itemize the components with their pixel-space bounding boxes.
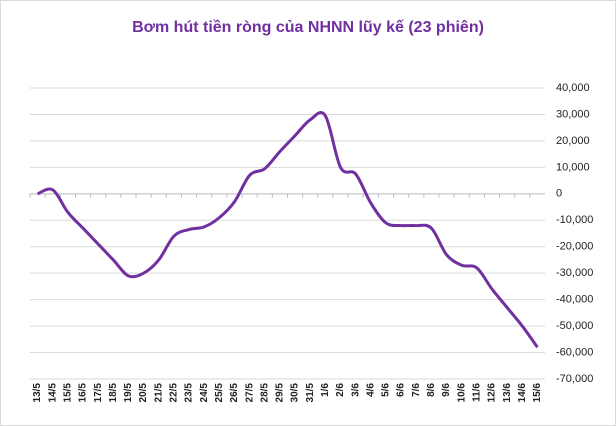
x-tick-label: 23/5: [184, 383, 195, 403]
x-tick-label: 13/5: [32, 383, 43, 403]
x-tick-label: 20/5: [138, 383, 149, 403]
x-tick-label: 15/6: [532, 383, 543, 403]
y-tick-label: -30,000: [556, 267, 593, 279]
x-tick-label: 9/6: [441, 383, 452, 397]
y-tick-label: -60,000: [556, 346, 593, 358]
y-tick-label: -70,000: [556, 373, 593, 385]
y-tick-label: 20,000: [556, 135, 590, 147]
x-tick-label: 25/5: [214, 383, 225, 403]
x-tick-label: 21/5: [153, 383, 164, 403]
x-tick-label: 30/5: [290, 383, 301, 403]
y-tick-label: 30,000: [556, 108, 590, 120]
x-tick-label: 27/5: [244, 383, 255, 403]
chart-title: Bơm hút tiền ròng của NHNN lũy kế (23 ph…: [132, 19, 484, 36]
y-tick-label: 10,000: [556, 161, 590, 173]
x-tick-label: 22/5: [169, 383, 180, 403]
y-tick-label: 0: [556, 188, 562, 200]
x-tick-label: 5/6: [381, 383, 392, 397]
x-tick-label: 7/6: [411, 383, 422, 397]
x-tick-label: 15/5: [63, 383, 74, 403]
x-tick-label: 16/5: [78, 383, 89, 403]
x-tick-label: 13/6: [502, 383, 513, 403]
x-tick-label: 10/6: [456, 383, 467, 403]
y-tick-label: -40,000: [556, 294, 593, 306]
x-tick-label: 19/5: [123, 383, 134, 403]
y-tick-label: 40,000: [556, 82, 590, 94]
x-tick-label: 14/5: [47, 383, 58, 403]
x-tick-label: 6/6: [396, 383, 407, 397]
x-tick-label: 17/5: [93, 383, 104, 403]
x-tick-label: 18/5: [108, 383, 119, 403]
x-tick-label: 1/6: [320, 383, 331, 397]
x-tick-label: 12/6: [487, 383, 498, 403]
x-tick-label: 31/5: [305, 383, 316, 403]
y-tick-label: -50,000: [556, 320, 593, 332]
x-tick-label: 3/6: [350, 383, 361, 397]
x-tick-label: 2/6: [335, 383, 346, 397]
x-tick-label: 26/5: [229, 383, 240, 403]
data-line: [37, 111, 539, 349]
x-tick-label: 29/5: [275, 383, 286, 403]
x-tick-label: 11/6: [471, 383, 482, 402]
y-tick-label: -10,000: [556, 214, 593, 226]
x-tick-label: 24/5: [199, 383, 210, 403]
x-tick-label: 8/6: [426, 383, 437, 397]
x-tick-label: 14/6: [517, 383, 528, 403]
x-tick-label: 28/5: [259, 383, 270, 403]
y-tick-label: -20,000: [556, 241, 593, 253]
x-tick-label: 4/6: [365, 383, 376, 397]
